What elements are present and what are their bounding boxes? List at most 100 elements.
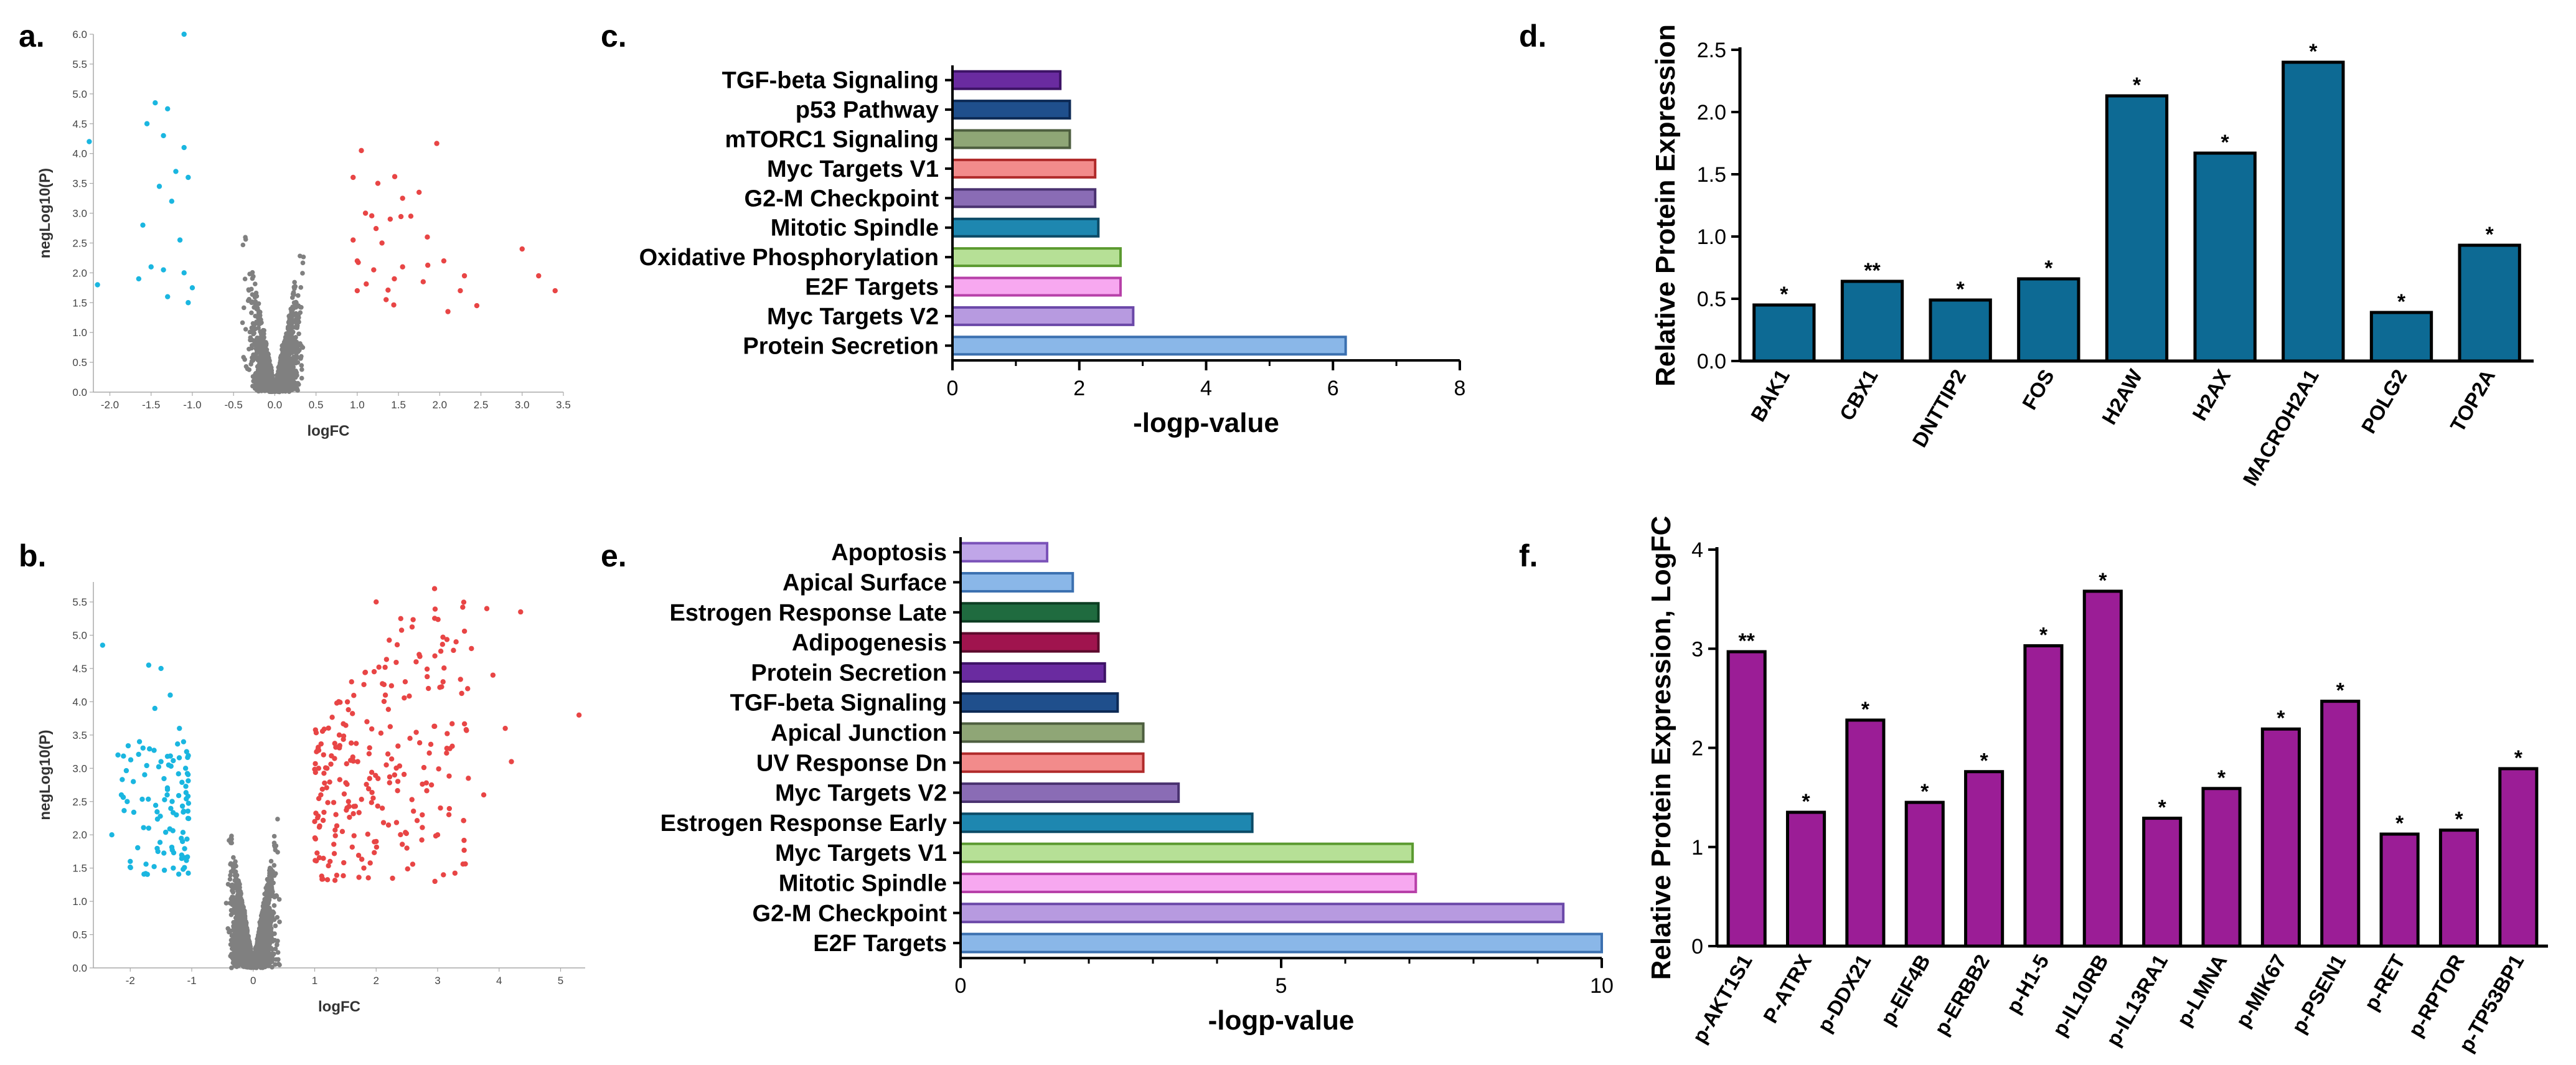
up-regulated-point: [392, 276, 397, 282]
pathway-label: Apical Junction: [771, 720, 947, 746]
category-label: p-AKT1S1: [1688, 950, 1757, 1047]
up-regulated-point: [440, 641, 446, 647]
pathway-label: TGF-beta Signaling: [722, 68, 939, 94]
category-label: p-RPTOR: [2404, 950, 2469, 1041]
up-regulated-point: [327, 779, 332, 785]
up-regulated-point: [331, 842, 337, 847]
pathway-bar: [951, 217, 1100, 238]
ns-point: [271, 903, 277, 908]
down-regulated-point: [179, 803, 186, 809]
ns-point: [298, 341, 303, 346]
up-regulated-point: [425, 685, 431, 692]
panel-label-f: f.: [1519, 538, 1538, 573]
ns-point: [266, 891, 272, 896]
up-regulated-point: [331, 851, 337, 856]
up-regulated-point: [461, 721, 468, 727]
x-tick-label: 4: [496, 975, 502, 987]
up-regulated-point: [385, 822, 392, 828]
up-regulated-point: [355, 759, 360, 764]
pathway-label: Myc Targets V2: [775, 781, 947, 807]
up-points-group: [312, 586, 582, 884]
up-regulated-point: [416, 189, 422, 195]
ns-point: [293, 335, 298, 340]
up-regulated-point: [424, 788, 430, 794]
up-regulated-point: [438, 805, 443, 811]
ns-point: [298, 285, 304, 290]
down-regulated-point: [169, 199, 175, 204]
ns-point: [257, 309, 263, 315]
pathway-bar: [959, 662, 1106, 683]
down-regulated-point: [153, 802, 159, 808]
up-regulated-point: [374, 844, 380, 850]
ns-point: [294, 325, 300, 331]
ns-point: [253, 957, 259, 962]
category-label: H2AW: [2097, 365, 2147, 428]
up-regulated-point: [369, 726, 375, 732]
up-regulated-point: [341, 791, 347, 797]
down-regulated-point: [176, 871, 182, 877]
down-regulated-point: [186, 300, 191, 306]
y-tick-label: 4.0: [72, 148, 87, 160]
ns-point: [290, 349, 295, 355]
up-regulated-point: [381, 698, 387, 705]
protein-bar: [2260, 727, 2301, 948]
ns-point: [266, 878, 271, 884]
up-regulated-point: [420, 781, 425, 787]
y-tick-label: 2.0: [72, 829, 87, 841]
up-regulated-point: [387, 780, 393, 786]
up-regulated-point: [350, 237, 356, 243]
ns-point: [277, 364, 282, 368]
category-label: p-RET: [2359, 950, 2410, 1015]
ns-point: [232, 934, 237, 940]
up-regulated-point: [321, 752, 326, 758]
y-axis-title: Relative Protein Expression: [1650, 24, 1681, 387]
ns-point: [256, 346, 261, 352]
up-regulated-point: [437, 685, 443, 690]
ns-point: [266, 352, 271, 357]
up-regulated-point: [336, 732, 342, 738]
down-regulated-point: [182, 865, 187, 870]
ns-point: [299, 375, 304, 381]
ns-point: [265, 355, 270, 361]
down-regulated-point: [143, 871, 149, 876]
protein-bar: [2320, 700, 2361, 948]
up-regulated-point: [451, 647, 456, 654]
up-regulated-point: [367, 860, 373, 866]
protein-bar: [1785, 810, 1826, 948]
up-regulated-point: [419, 837, 425, 843]
down-regulated-point: [166, 762, 172, 768]
up-regulated-point: [355, 260, 361, 265]
ns-point: [257, 942, 262, 948]
pathway-label: mTORC1 Signaling: [725, 127, 939, 153]
ns-point: [240, 320, 245, 326]
ns-point: [232, 951, 238, 956]
up-regulated-point: [392, 174, 398, 179]
y-tick-label: 2.5: [72, 796, 87, 808]
ns-point: [223, 901, 229, 906]
significance-marker: *: [2309, 40, 2318, 63]
ns-point: [270, 881, 275, 886]
ns-point: [266, 963, 271, 969]
up-regulated-point: [344, 807, 349, 813]
pathway-bar: [959, 602, 1100, 623]
x-tick-label: 0: [955, 974, 967, 998]
up-regulated-point: [374, 599, 379, 605]
ns-point: [294, 373, 299, 378]
pathway-bar: [959, 782, 1180, 804]
down-regulated-point: [130, 779, 136, 784]
up-regulated-point: [332, 827, 338, 833]
ns-point: [229, 833, 234, 838]
ns-point: [270, 870, 276, 875]
ns-point: [295, 293, 301, 298]
significance-marker: *: [1802, 790, 1810, 814]
up-regulated-point: [394, 642, 400, 648]
up-regulated-point: [423, 780, 430, 786]
up-regulated-point: [392, 772, 398, 778]
ns-point: [263, 348, 268, 354]
ns-point: [229, 965, 234, 970]
up-regulated-point: [319, 876, 325, 882]
ns-point: [298, 355, 303, 360]
up-regulated-point: [380, 681, 385, 687]
ns-point: [268, 922, 273, 928]
up-regulated-point: [325, 800, 331, 805]
